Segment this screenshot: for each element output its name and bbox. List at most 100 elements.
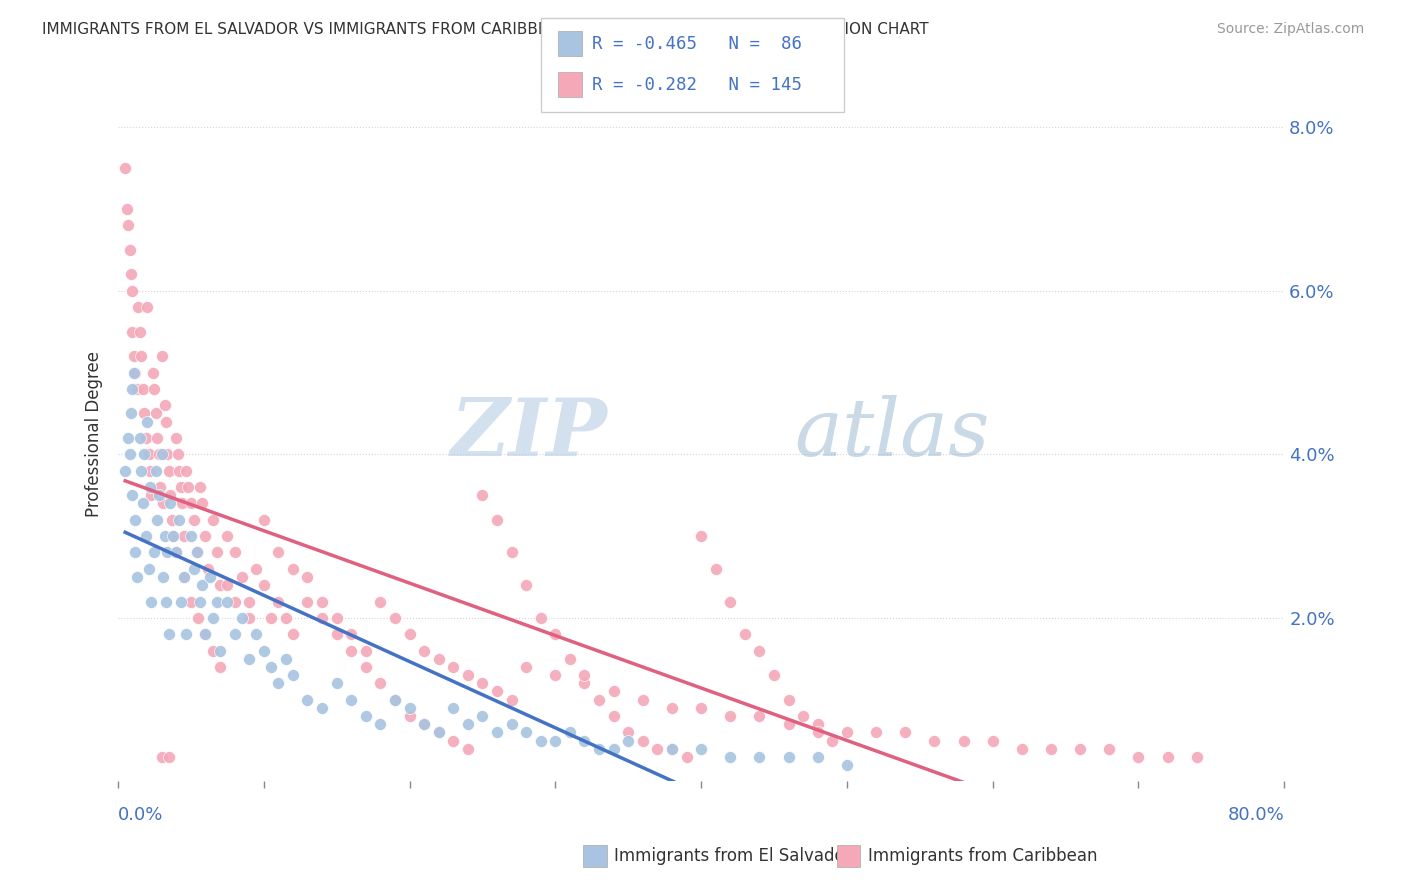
Point <box>354 643 377 657</box>
Point <box>865 725 887 739</box>
Point <box>167 464 190 478</box>
Point <box>792 709 814 723</box>
Point <box>167 513 190 527</box>
Point <box>544 627 567 641</box>
Point <box>253 578 276 592</box>
Point <box>121 488 143 502</box>
Point <box>198 570 221 584</box>
Point <box>115 202 138 216</box>
Point <box>778 717 800 731</box>
Point <box>143 382 166 396</box>
Point <box>835 725 858 739</box>
Point <box>260 660 283 674</box>
Point <box>166 447 188 461</box>
Point <box>530 733 553 747</box>
Point <box>173 529 195 543</box>
Point <box>558 652 581 666</box>
Point <box>485 725 508 739</box>
Point <box>143 545 166 559</box>
Point <box>413 717 436 731</box>
Point <box>457 668 479 682</box>
Point <box>485 684 508 698</box>
Text: atlas: atlas <box>794 395 990 473</box>
Point <box>515 660 537 674</box>
Point <box>160 513 183 527</box>
Point <box>340 627 363 641</box>
Point <box>138 447 160 461</box>
Point <box>690 741 713 756</box>
Point <box>157 750 180 764</box>
Point <box>194 627 217 641</box>
Point <box>413 643 436 657</box>
Text: 0.0%: 0.0% <box>118 805 163 824</box>
Point <box>224 627 246 641</box>
Point <box>1128 750 1150 764</box>
Point <box>231 611 253 625</box>
Point <box>675 750 697 764</box>
Point <box>245 627 267 641</box>
Point <box>138 562 160 576</box>
Point <box>173 570 195 584</box>
Point <box>457 717 479 731</box>
Point <box>311 611 333 625</box>
Point <box>191 496 214 510</box>
Point <box>201 643 224 657</box>
Point <box>131 496 153 510</box>
Point <box>157 627 180 641</box>
Point <box>647 741 669 756</box>
Point <box>1011 741 1033 756</box>
Point <box>146 431 169 445</box>
Point <box>427 725 450 739</box>
Point <box>245 562 267 576</box>
Point <box>778 750 800 764</box>
Point <box>169 594 191 608</box>
Point <box>146 513 169 527</box>
Point <box>441 701 464 715</box>
Point <box>194 627 217 641</box>
Point <box>544 733 567 747</box>
Point <box>159 496 181 510</box>
Point <box>127 300 149 314</box>
Point <box>152 570 174 584</box>
Point <box>128 431 150 445</box>
Point <box>807 725 830 739</box>
Point <box>125 382 148 396</box>
Point <box>748 709 770 723</box>
Point <box>208 643 231 657</box>
Point <box>125 570 148 584</box>
Point <box>1098 741 1121 756</box>
Point <box>384 692 406 706</box>
Point <box>170 496 193 510</box>
Point <box>165 431 187 445</box>
Point <box>267 545 290 559</box>
Point <box>778 692 800 706</box>
Point <box>118 447 141 461</box>
Point <box>457 741 479 756</box>
Point <box>398 709 420 723</box>
Point <box>690 701 713 715</box>
Point <box>515 725 537 739</box>
Point <box>267 594 290 608</box>
Point <box>201 513 224 527</box>
Point <box>188 480 211 494</box>
Text: ZIP: ZIP <box>451 395 607 473</box>
Point <box>718 709 741 723</box>
Point <box>821 733 844 747</box>
Point <box>180 529 202 543</box>
Point <box>217 594 239 608</box>
Point <box>544 668 567 682</box>
Text: R = -0.465   N =  86: R = -0.465 N = 86 <box>592 35 801 53</box>
Point <box>325 627 347 641</box>
Point <box>427 725 450 739</box>
Point <box>149 480 172 494</box>
Point <box>121 325 143 339</box>
Point <box>441 733 464 747</box>
Point <box>661 741 683 756</box>
Point <box>253 643 276 657</box>
Point <box>194 529 217 543</box>
Point <box>156 447 179 461</box>
Point <box>981 733 1004 747</box>
Point <box>485 513 508 527</box>
Point <box>297 570 319 584</box>
Point <box>134 447 156 461</box>
